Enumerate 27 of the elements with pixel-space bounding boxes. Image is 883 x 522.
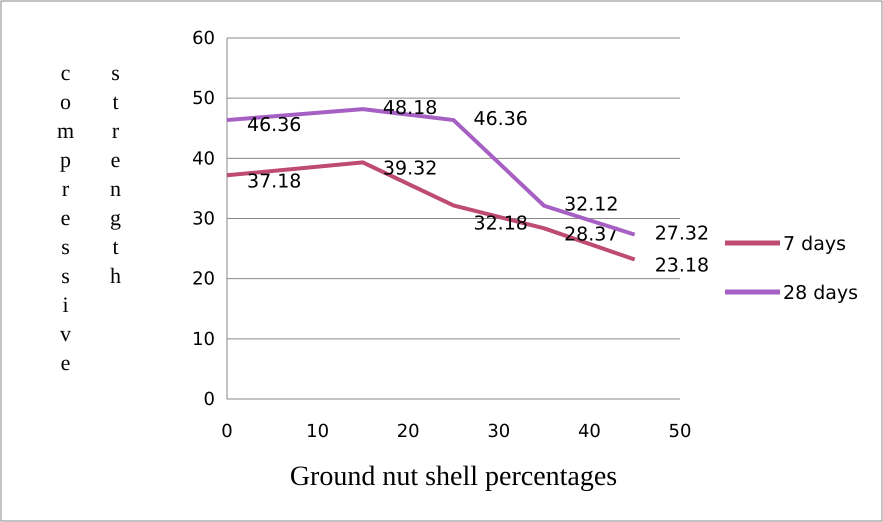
legend-label: 7 days — [783, 233, 846, 255]
y-axis-title: compressive strength — [52, 60, 129, 381]
data-label: 32.18 — [474, 212, 528, 234]
x-tick-label: 0 — [221, 421, 233, 442]
data-label: 23.18 — [654, 254, 710, 277]
x-tick-label: 20 — [396, 421, 420, 442]
y-tick-label: 30 — [192, 208, 215, 230]
y-tick-label: 10 — [192, 328, 215, 350]
data-label: 46.36 — [247, 114, 302, 136]
data-label: 32.12 — [564, 194, 619, 216]
legend-label: 28 days — [783, 282, 858, 304]
data-label: 48.18 — [382, 97, 438, 120]
y-tick-label: 60 — [192, 28, 215, 49]
line-series — [225, 160, 637, 262]
x-tick-label: 10 — [306, 421, 330, 442]
data-label: 46.36 — [474, 108, 528, 130]
data-label: 39.32 — [382, 157, 438, 180]
y-tick-label: 40 — [192, 148, 215, 170]
x-axis-title: Ground nut shell percentages — [290, 461, 618, 492]
x-tick-label: 50 — [668, 421, 692, 442]
x-tick-label: 40 — [578, 421, 601, 442]
x-tick-label: 30 — [487, 421, 510, 442]
data-label: 37.18 — [247, 170, 302, 192]
data-label: 27.32 — [654, 222, 710, 245]
y-tick-label: 50 — [192, 88, 215, 110]
y-tick-label: 0 — [204, 389, 215, 410]
y-tick-label: 20 — [192, 268, 215, 290]
